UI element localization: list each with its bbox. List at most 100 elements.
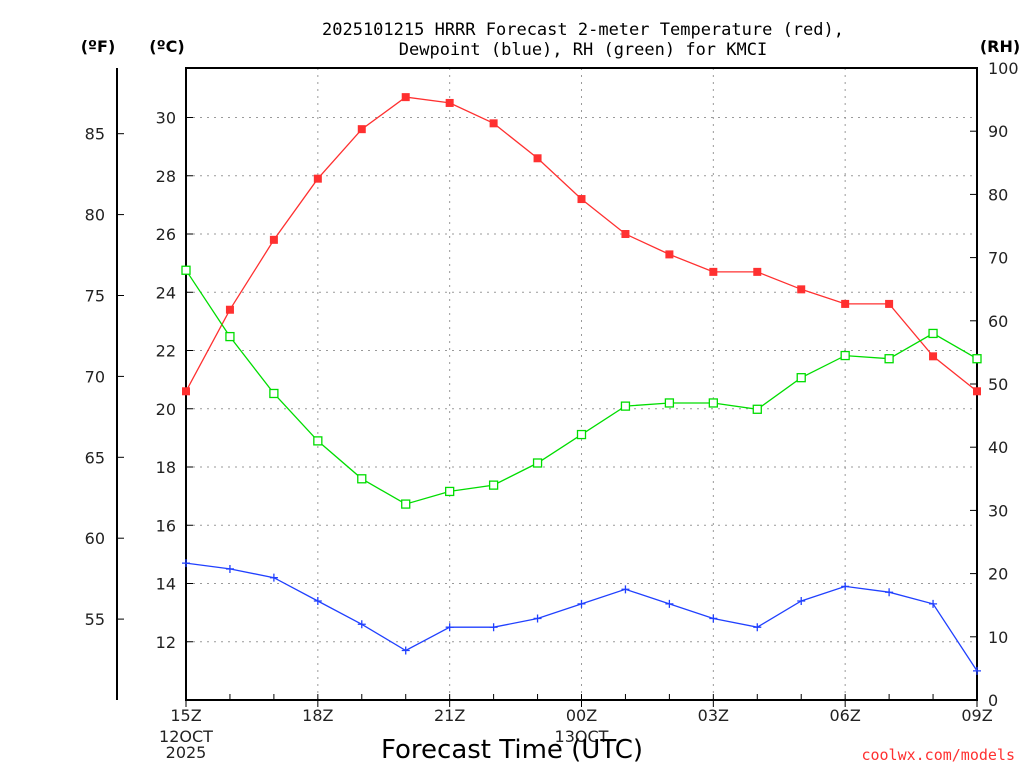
celsius-tick-label-30: 30 <box>156 109 176 128</box>
fahrenheit-tick-label-80: 80 <box>85 206 105 225</box>
celsius-tick-label-26: 26 <box>156 225 176 244</box>
celsius-tick-label-24: 24 <box>156 283 176 302</box>
temperature-point-5 <box>401 93 410 102</box>
rh-unit-label: (RH) <box>980 37 1020 56</box>
celsius-tick-label-22: 22 <box>156 342 176 361</box>
chart-title-line-1: 2025101215 HRRR Forecast 2-meter Tempera… <box>322 20 844 40</box>
axes: 55 60 65 70 75 80 85 12 14 16 18 20 22 24 26 28 30 0 10 20 3… <box>85 59 1019 762</box>
temperature-point-16 <box>885 299 894 308</box>
relative-humidity-point-9 <box>576 429 587 440</box>
relative-humidity-point-5 <box>401 499 411 509</box>
dewpoint-point-8 <box>533 614 542 623</box>
x-tick-label-06Z: 06Z <box>830 706 861 725</box>
fahrenheit-tick-label-65: 65 <box>85 448 105 467</box>
celsius-tick-label-20: 20 <box>156 400 176 419</box>
dewpoint-point-9 <box>577 599 586 608</box>
temperature-point-18 <box>973 387 981 396</box>
rh-tick-label-90: 90 <box>988 122 1008 141</box>
relative-humidity-point-7 <box>488 480 499 490</box>
dewpoint-point-0 <box>182 559 190 568</box>
relative-humidity-point-4 <box>357 474 367 484</box>
fahrenheit-tick-label-85: 85 <box>85 125 105 144</box>
x-tick-label-00Z: 00Z <box>566 706 597 725</box>
dewpoint-point-6 <box>445 623 454 632</box>
credit-text: coolwx.com/models <box>861 746 1015 764</box>
rh-tick-label-60: 60 <box>988 312 1008 331</box>
temperature-point-7 <box>489 119 498 128</box>
rh-tick-label-80: 80 <box>988 185 1008 204</box>
rh-tick-label-100: 100 <box>988 59 1019 78</box>
relative-humidity-point-3 <box>313 436 323 446</box>
celsius-tick-label-12: 12 <box>156 633 176 652</box>
dewpoint-point-7 <box>489 623 498 632</box>
celsius-tick-label-28: 28 <box>156 167 176 186</box>
dewpoint-point-2 <box>269 573 278 582</box>
temperature-point-9 <box>577 195 586 204</box>
relative-humidity-point-18 <box>972 354 982 364</box>
rh-tick-label-50: 50 <box>988 375 1008 394</box>
series-layer <box>181 93 982 675</box>
dewpoint-point-10 <box>621 585 630 594</box>
relative-humidity-point-11 <box>664 398 675 408</box>
dewpoint-point-17 <box>929 599 938 608</box>
relative-humidity-line <box>185 269 978 505</box>
temperature-point-12 <box>709 267 718 276</box>
relative-humidity-point-10 <box>620 401 631 411</box>
relative-humidity-point-15 <box>840 350 850 361</box>
x-axis-label: Forecast Time (UTC) <box>381 735 643 765</box>
relative-humidity-point-0 <box>181 265 191 275</box>
x-tick-label-18Z: 18Z <box>302 706 333 725</box>
temperature-point-13 <box>753 267 762 276</box>
rh-tick-label-0: 0 <box>988 691 998 710</box>
celsius-unit-label: (ºC) <box>149 37 184 56</box>
temperature-point-6 <box>445 98 454 107</box>
dewpoint-point-11 <box>665 599 674 608</box>
temperature-point-10 <box>621 230 630 239</box>
temperature-point-0 <box>182 387 190 396</box>
temperature-point-14 <box>797 285 806 294</box>
celsius-tick-label-16: 16 <box>156 516 176 535</box>
temperature-point-8 <box>533 154 542 163</box>
x-tick-label-15Z: 15Z <box>170 706 201 725</box>
rh-tick-label-20: 20 <box>988 565 1008 584</box>
relative-humidity-point-12 <box>708 398 718 408</box>
temperature-point-3 <box>313 174 322 183</box>
relative-humidity-point-17 <box>928 328 938 339</box>
dewpoint-point-18 <box>973 666 981 675</box>
fahrenheit-tick-label-75: 75 <box>85 286 105 305</box>
temperature-point-11 <box>665 250 674 259</box>
x-tick-sublabel-12OCT: 12OCT <box>159 727 213 746</box>
fahrenheit-unit-label: (ºF) <box>81 37 116 56</box>
dewpoint-point-5 <box>401 646 410 655</box>
temperature-point-1 <box>225 305 234 314</box>
x-tick-label-21Z: 21Z <box>434 706 465 725</box>
temperature-point-15 <box>841 299 850 308</box>
rh-tick-label-10: 10 <box>988 628 1008 647</box>
dewpoint-point-15 <box>841 582 850 591</box>
relative-humidity-point-6 <box>445 486 455 497</box>
relative-humidity-point-14 <box>796 373 806 383</box>
rh-tick-label-30: 30 <box>988 501 1008 520</box>
relative-humidity-point-16 <box>884 354 894 364</box>
fahrenheit-tick-label-60: 60 <box>85 529 105 548</box>
relative-humidity-point-8 <box>532 458 543 468</box>
temperature-point-4 <box>357 125 366 134</box>
dewpoint-point-14 <box>797 596 806 605</box>
fahrenheit-tick-label-70: 70 <box>85 367 105 386</box>
dewpoint-point-4 <box>357 620 366 629</box>
dewpoint-point-3 <box>313 596 322 605</box>
relative-humidity-point-2 <box>269 388 279 399</box>
celsius-tick-label-18: 18 <box>156 458 176 477</box>
celsius-tick-label-14: 14 <box>156 575 176 594</box>
x-tick-label-09Z: 09Z <box>961 706 992 725</box>
x-tick-label-03Z: 03Z <box>698 706 729 725</box>
relative-humidity-point-13 <box>752 404 762 414</box>
dewpoint-point-16 <box>885 588 894 597</box>
chart-title-line-2: Dewpoint (blue), RH (green) for KMCI <box>399 40 767 60</box>
dewpoint-point-1 <box>225 564 234 573</box>
temperature-point-17 <box>929 352 938 361</box>
x-tick-sublabel-13OCT: 13OCT <box>555 727 609 746</box>
relative-humidity-point-1 <box>225 331 235 342</box>
x-tick-sublabel-2025: 2025 <box>166 743 207 762</box>
